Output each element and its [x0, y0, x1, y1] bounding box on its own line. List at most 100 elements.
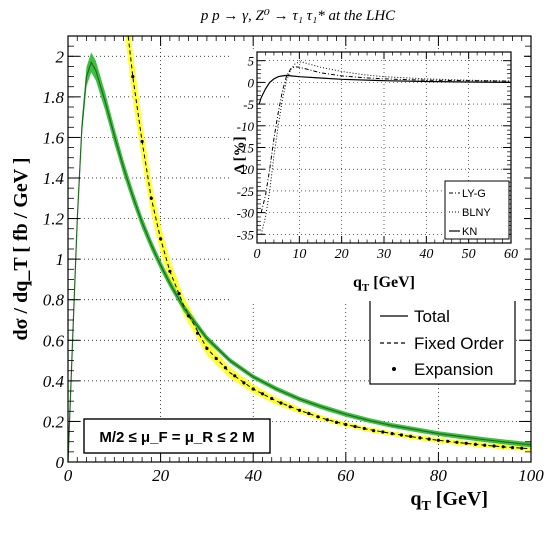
main-x-tick-label: 40	[245, 466, 263, 485]
expansion-point	[501, 445, 505, 449]
main-y-tick-label: 0.8	[43, 291, 65, 310]
main-y-tick-label: 0.6	[43, 331, 65, 350]
expansion-point	[233, 374, 237, 378]
inset-x-tick-label: 60	[504, 247, 518, 262]
inset-y-tick-label: 0	[248, 75, 255, 90]
expansion-point	[149, 196, 153, 200]
main-y-tick-label: 1	[56, 250, 65, 269]
legend-fixed-order-label: Fixed Order	[414, 334, 504, 353]
inset-y-tick-label: -10	[237, 119, 255, 134]
inset-y-tick-label: -30	[237, 206, 255, 221]
scale-box: M/2 ≤ μ_F = μ_R ≤ 2 M	[83, 418, 271, 454]
main-plot-frame	[67, 35, 532, 463]
main-y-tick-label: 0.4	[43, 372, 65, 391]
expansion-point	[418, 436, 422, 440]
inset-y-tick-label: -35	[237, 227, 255, 242]
legend-expansion-label: Expansion	[414, 360, 493, 379]
inset-y-tick-label: -25	[237, 184, 255, 199]
legend-total-label: Total	[414, 307, 450, 326]
inset-kn-line	[258, 74, 511, 105]
chart-title: p p → γ, Z⁰ → τ₁ τ₁* at the LHC	[200, 8, 396, 24]
main-legend: Total Fixed Order Expansion	[369, 297, 516, 385]
expansion-point	[390, 432, 394, 436]
inset-x-axis-label: qT [GeV]	[353, 274, 415, 294]
inset-y-axis-label: Δ [%]	[232, 136, 248, 173]
main-x-tick-label: 20	[152, 466, 170, 485]
fixed-order-line	[127, 36, 531, 450]
expansion-point	[325, 418, 329, 422]
inset-x-tick-label: 40	[419, 247, 433, 262]
main-x-axis-label: qT [GeV]	[410, 488, 488, 514]
main-y-axis-label: dσ / dq_T [ fb / GeV ]	[10, 158, 32, 341]
expansion-point	[492, 444, 496, 448]
expansion-point	[186, 314, 190, 318]
main-x-tick-label: 60	[337, 466, 355, 485]
expansion-point	[362, 426, 366, 431]
expansion-point	[196, 331, 200, 335]
inset-x-tick-label: 20	[335, 247, 349, 262]
inset-x-tick-label: 30	[376, 247, 391, 262]
expansion-point	[436, 438, 440, 442]
total-line	[68, 60, 531, 462]
inset-plot: 0 10 20 30 40 50 60 -35 -30 -25 -20 -15 -10 -5 0 5 Δ [%…	[229, 51, 524, 301]
expansion-point	[353, 424, 357, 429]
expansion-point	[251, 387, 255, 391]
expansion-point	[381, 430, 385, 434]
expansion-point	[297, 408, 302, 412]
expansion-point	[473, 442, 477, 446]
expansion-point	[510, 446, 515, 450]
expansion-point	[288, 405, 292, 409]
expansion-point	[131, 75, 135, 79]
expansion-point	[279, 401, 283, 405]
expansion-point	[372, 429, 376, 433]
inset-x-tick-label: 0	[254, 247, 261, 262]
main-y-tick-label: 0.2	[43, 412, 65, 431]
inset-y-tick-label: 5	[248, 54, 255, 69]
expansion-point	[464, 441, 468, 445]
main-y-tick-label: 1.4	[43, 169, 65, 188]
expansion-point	[223, 366, 227, 370]
inset-y-tick-label: -5	[243, 97, 254, 112]
main-x-tick-label: 80	[430, 466, 448, 485]
expansion-point	[520, 446, 524, 450]
main-y-tick-label: 1.2	[43, 210, 65, 229]
inset-y-tick-label: -20	[237, 162, 255, 177]
expansion-point	[344, 422, 348, 427]
inset-plot-frame	[256, 51, 512, 244]
main-y-tick-label: 0	[56, 453, 65, 472]
scale-box-text: M/2 ≤ μ_F = μ_R ≤ 2 M	[99, 429, 254, 446]
legend-expansion-swatch	[392, 367, 396, 371]
expansion-point	[214, 356, 218, 361]
inset-legend-blny-label: BLNY	[462, 207, 491, 219]
expansion-point	[260, 392, 265, 396]
inset-legend-kn-label: KN	[462, 226, 477, 238]
expansion-point	[316, 415, 320, 419]
expansion-point	[168, 269, 172, 273]
inset-legend: LY-G BLNY KN	[444, 180, 510, 240]
inset-x-tick-label: 10	[292, 247, 306, 262]
inset-x-tick-label: 50	[462, 247, 476, 262]
main-y-tick-label: 1.6	[43, 128, 65, 147]
main-y-tick-label: 1.8	[43, 88, 65, 107]
expansion-point	[483, 443, 487, 447]
expansion-point	[427, 437, 431, 441]
expansion-point	[177, 292, 181, 296]
expansion-point	[205, 346, 209, 350]
main-y-tick-label: 2	[56, 47, 65, 66]
expansion-point	[446, 439, 450, 443]
expansion-point	[409, 434, 413, 438]
expansion-point	[140, 139, 144, 144]
expansion-point	[399, 433, 403, 437]
main-x-tick-label: 0	[64, 466, 73, 485]
main-x-tick-label: 100	[518, 466, 544, 485]
expansion-point	[455, 440, 459, 444]
expansion-point	[242, 381, 246, 385]
expansion-point	[334, 420, 339, 424]
expansion-point	[307, 411, 311, 416]
inset-legend-lyg-label: LY-G	[462, 188, 486, 200]
expansion-point	[159, 237, 163, 241]
inset-y-tick-label: -15	[237, 141, 255, 156]
expansion-point	[270, 396, 274, 401]
